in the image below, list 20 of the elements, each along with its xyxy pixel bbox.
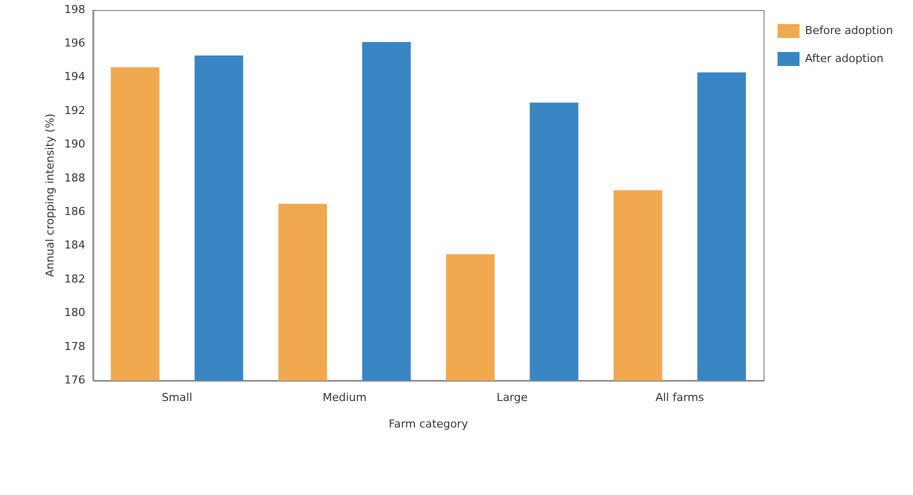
- y-tick-label: 184: [64, 238, 86, 252]
- y-tick-label: 196: [64, 36, 86, 50]
- y-tick-label: 178: [64, 340, 86, 353]
- y-tick-label: 182: [64, 272, 86, 286]
- x-tick-label: Large: [496, 391, 528, 404]
- y-axis-title: Annual cropping intensity (%): [43, 114, 56, 278]
- y-tick-label: 190: [64, 138, 86, 151]
- y-tick-label: 188: [64, 171, 86, 184]
- x-tick-label: Small: [162, 391, 192, 404]
- x-axis-title: Farm category: [388, 417, 468, 430]
- legend-label: Before adoption: [805, 24, 894, 37]
- legend-label: After adoption: [805, 52, 884, 65]
- y-tick-label: 194: [64, 70, 86, 84]
- x-tick-label: All farms: [655, 391, 704, 404]
- y-tick-label: 186: [64, 205, 86, 218]
- y-tick-label: 192: [64, 104, 86, 117]
- y-tick-label: 198: [64, 2, 86, 16]
- y-tick-label: 180: [64, 306, 86, 320]
- y-tick-label: 176: [64, 373, 86, 386]
- x-tick-label: Medium: [322, 391, 367, 404]
